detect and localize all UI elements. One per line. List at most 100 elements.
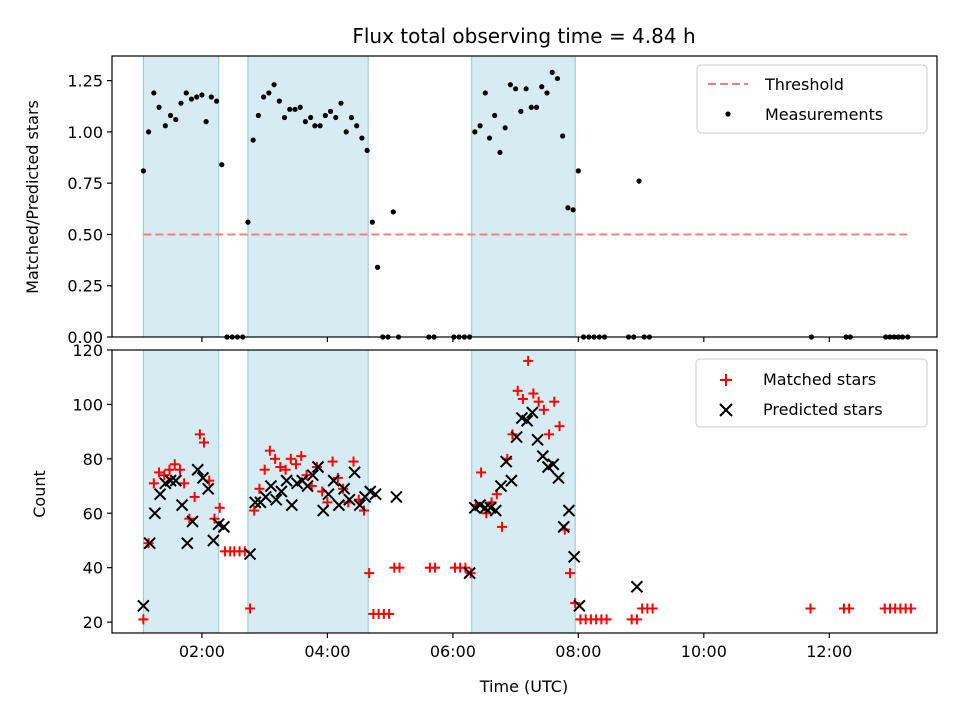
measurement-point xyxy=(497,149,503,156)
measurement-point xyxy=(271,82,277,88)
measurement-point xyxy=(188,96,195,102)
measurement-point xyxy=(492,112,498,119)
predicted-star-point xyxy=(280,474,293,487)
predicted-star-point xyxy=(353,498,367,512)
matched-star-point xyxy=(533,396,544,407)
matched-star-point xyxy=(174,464,185,475)
matched-star-point xyxy=(905,603,916,614)
predicted-star-point xyxy=(181,536,194,550)
matched-star-point xyxy=(348,456,359,467)
matched-star-point xyxy=(138,614,149,625)
matched-star-point xyxy=(570,598,581,609)
matched-star-point xyxy=(148,478,159,489)
matched-star-point xyxy=(497,521,508,532)
measurement-point xyxy=(245,219,251,225)
legend-measurements-label: Measurements xyxy=(765,105,883,124)
measurement-point xyxy=(554,75,561,82)
matched-star-point xyxy=(544,429,555,440)
measurement-point xyxy=(327,108,334,114)
predicted-star-point xyxy=(275,485,288,498)
bottom-xlabel: Time (UTC) xyxy=(479,677,568,696)
x-tick-label: 10:00 xyxy=(681,642,727,661)
measurement-point xyxy=(575,168,581,174)
predicted-star-point xyxy=(332,498,346,512)
measurement-point xyxy=(287,106,293,112)
x-tick-label: 02:00 xyxy=(179,642,225,661)
predicted-star-point xyxy=(311,460,325,474)
matched-star-point xyxy=(194,429,205,440)
predicted-star-point xyxy=(153,488,167,501)
top-panel: 0.00 0.25 0.50 0.75 1.00 1.25 Matched/Predict… xyxy=(23,55,938,347)
measurement-point xyxy=(369,219,375,225)
measurement-point xyxy=(208,94,214,100)
measurement-point xyxy=(302,119,309,125)
measurement-point xyxy=(167,112,174,119)
matched-star-point xyxy=(332,472,343,483)
measurement-point xyxy=(281,114,288,121)
predicted-star-point xyxy=(505,474,518,487)
matched-star-point xyxy=(275,462,286,473)
measurement-point xyxy=(528,104,534,110)
measurement-point xyxy=(544,90,550,96)
predicted-star-point xyxy=(191,463,204,476)
matched-star-point xyxy=(164,464,175,475)
y-tick-label: 1.00 xyxy=(67,123,103,142)
bottom-panel: 20 40 60 80 100 120 02:00 04:00 06:00 08:00 10:00… xyxy=(30,341,938,696)
predicted-star-point xyxy=(196,471,210,485)
measurement-point xyxy=(636,178,642,184)
matched-star-point xyxy=(285,453,296,464)
legend-predicted-label: Predicted stars xyxy=(763,400,883,419)
matched-star-point xyxy=(159,470,170,481)
matched-star-point xyxy=(631,614,642,625)
predicted-star-point xyxy=(301,479,314,493)
matched-star-point xyxy=(430,562,441,573)
predicted-star-point xyxy=(217,520,231,534)
measurement-point xyxy=(199,92,205,98)
measurement-point xyxy=(560,133,566,139)
measurement-point xyxy=(390,209,396,215)
y-tick-label: 60 xyxy=(83,504,103,523)
matched-star-point xyxy=(254,483,265,494)
bottom-axes-frame xyxy=(111,349,938,634)
measurement-point xyxy=(482,90,488,96)
matched-star-point xyxy=(523,355,534,366)
predicted-star-point xyxy=(148,507,162,520)
matched-star-point xyxy=(327,456,338,467)
measurement-point xyxy=(145,129,152,135)
y-tick-label: 1.25 xyxy=(67,72,103,91)
measurement-point xyxy=(255,112,261,119)
measurement-point xyxy=(518,108,524,114)
measurement-point xyxy=(523,86,529,92)
matched-star-point xyxy=(538,404,549,415)
measurement-point xyxy=(570,207,576,213)
predicted-star-point xyxy=(630,580,644,593)
observing-interval xyxy=(471,350,576,633)
predicted-star-point xyxy=(306,468,319,482)
measurement-point xyxy=(203,119,209,125)
matched-star-point xyxy=(214,502,225,513)
predicted-star-point xyxy=(390,490,403,504)
matched-star-point xyxy=(517,393,528,404)
predicted-star-point xyxy=(557,520,570,534)
predicted-star-point xyxy=(489,504,502,517)
measurement-point xyxy=(317,123,323,129)
measurement-point xyxy=(354,123,360,129)
predicted-star-point xyxy=(322,488,335,501)
matched-star-point xyxy=(549,396,560,407)
predicted-star-point xyxy=(499,455,513,468)
predicted-star-point xyxy=(201,482,215,495)
measurement-point xyxy=(292,106,298,112)
y-tick-label: 0.75 xyxy=(67,174,103,193)
x-tick-label: 06:00 xyxy=(430,642,476,661)
matched-star-point xyxy=(270,453,281,464)
measurement-point xyxy=(173,116,179,123)
predicted-star-point xyxy=(249,496,262,509)
measurement-point xyxy=(183,90,189,96)
top-ylabel: Matched/Predicted stars xyxy=(23,100,42,294)
predicted-star-point xyxy=(169,474,182,487)
bottom-legend-box xyxy=(695,358,928,428)
measurement-point xyxy=(472,129,478,135)
y-tick-label: 0.25 xyxy=(67,277,103,296)
predicted-star-point xyxy=(343,493,356,506)
predicted-star-point xyxy=(186,515,199,528)
